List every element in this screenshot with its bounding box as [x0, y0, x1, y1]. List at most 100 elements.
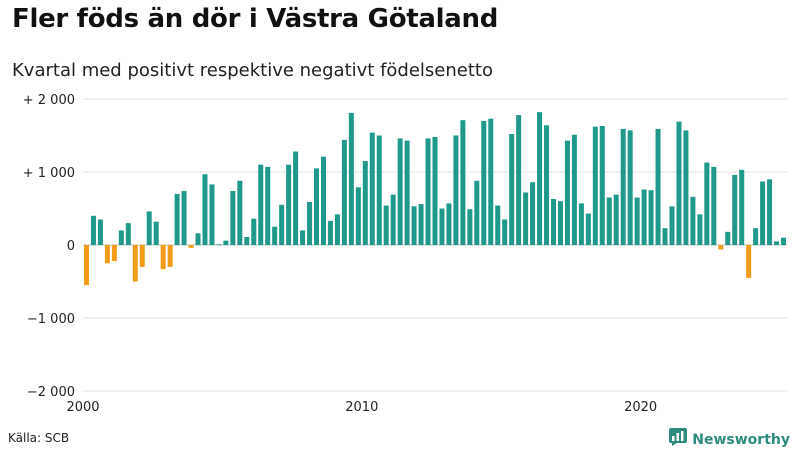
bar: [397, 138, 403, 245]
y-tick-label: 0: [67, 239, 75, 254]
bar: [230, 190, 236, 245]
bar: [488, 118, 494, 245]
bar: [697, 214, 703, 245]
x-tick-label: 2000: [66, 400, 99, 415]
bar: [237, 180, 243, 245]
bar: [711, 166, 717, 245]
bar: [90, 215, 96, 245]
bar: [634, 197, 640, 245]
bar: [320, 156, 326, 245]
bar: [125, 223, 131, 245]
bar: [613, 194, 619, 245]
bar: [376, 135, 382, 245]
bar: [279, 204, 285, 245]
bar: [739, 169, 745, 245]
bar: [411, 206, 417, 245]
newsworthy-logo-icon: [669, 428, 688, 451]
bar: [432, 136, 438, 245]
bar: [258, 164, 264, 245]
bar: [481, 120, 487, 245]
bar: [341, 139, 347, 245]
bar: [244, 236, 250, 245]
bar: [293, 151, 299, 245]
bar: [439, 208, 445, 245]
bar: [676, 121, 682, 245]
bar: [746, 245, 752, 278]
bar: [537, 112, 543, 245]
chart-title: Fler föds än dör i Västra Götaland: [12, 4, 499, 34]
bar: [174, 193, 180, 245]
bar: [327, 220, 333, 245]
bar: [474, 180, 480, 245]
bar: [732, 174, 738, 245]
y-tick-label: + 2 000: [23, 93, 75, 108]
bar: [265, 166, 271, 245]
bar: [571, 134, 577, 245]
bar: [460, 120, 466, 245]
bar: [300, 230, 306, 245]
bar: [509, 134, 515, 245]
bar: [251, 218, 257, 245]
y-tick-label: + 1 000: [23, 166, 75, 181]
bar: [181, 190, 187, 245]
bar: [760, 181, 766, 245]
bar: [704, 162, 710, 245]
bar: [599, 126, 605, 245]
bar: [139, 245, 145, 267]
bar: [355, 187, 361, 245]
bar: [286, 164, 292, 245]
bar: [683, 130, 689, 245]
bar: [467, 209, 473, 245]
bar: [362, 161, 368, 245]
bar: [223, 240, 229, 245]
bar: [188, 245, 194, 248]
bar: [718, 245, 724, 250]
bar: [655, 128, 661, 245]
bar: [216, 244, 222, 246]
bar: [369, 132, 375, 245]
bar: [495, 205, 501, 245]
bar: [348, 112, 354, 246]
bar: [146, 211, 152, 245]
bar: [453, 135, 459, 245]
bar: [516, 115, 522, 245]
bar: [530, 182, 536, 245]
x-tick-label: 2020: [624, 400, 657, 415]
brand-logo[interactable]: Newsworthy: [669, 428, 790, 451]
x-tick-label: 2010: [345, 400, 378, 415]
bar: [523, 192, 529, 245]
bar: [585, 213, 591, 245]
y-tick-label: −1 000: [27, 312, 75, 327]
bar: [390, 194, 396, 245]
bar: [209, 184, 215, 245]
bar: [662, 228, 668, 245]
bar: [753, 228, 759, 245]
bar: [272, 226, 278, 245]
bar: [502, 219, 508, 245]
bar: [383, 205, 389, 245]
bar: [446, 203, 452, 245]
bar: [690, 196, 696, 245]
bar: [544, 125, 550, 245]
bar: [153, 221, 159, 245]
bar: [627, 130, 633, 245]
bar: [620, 128, 626, 245]
bars-layer: [83, 112, 787, 286]
bar: [404, 140, 410, 245]
bar: [425, 138, 431, 245]
bar: [606, 197, 612, 245]
y-tick-label: −2 000: [27, 385, 75, 400]
bar: [578, 203, 584, 245]
bar: [167, 245, 173, 267]
bar: [641, 189, 647, 245]
bar: [564, 140, 570, 245]
bar: [774, 241, 780, 245]
bar: [334, 214, 340, 245]
chart-subtitle: Kvartal med positivt respektive negativt…: [12, 60, 493, 81]
bar: [314, 168, 320, 245]
bar: [725, 231, 731, 245]
bar: [97, 219, 103, 245]
bar: [202, 174, 208, 245]
